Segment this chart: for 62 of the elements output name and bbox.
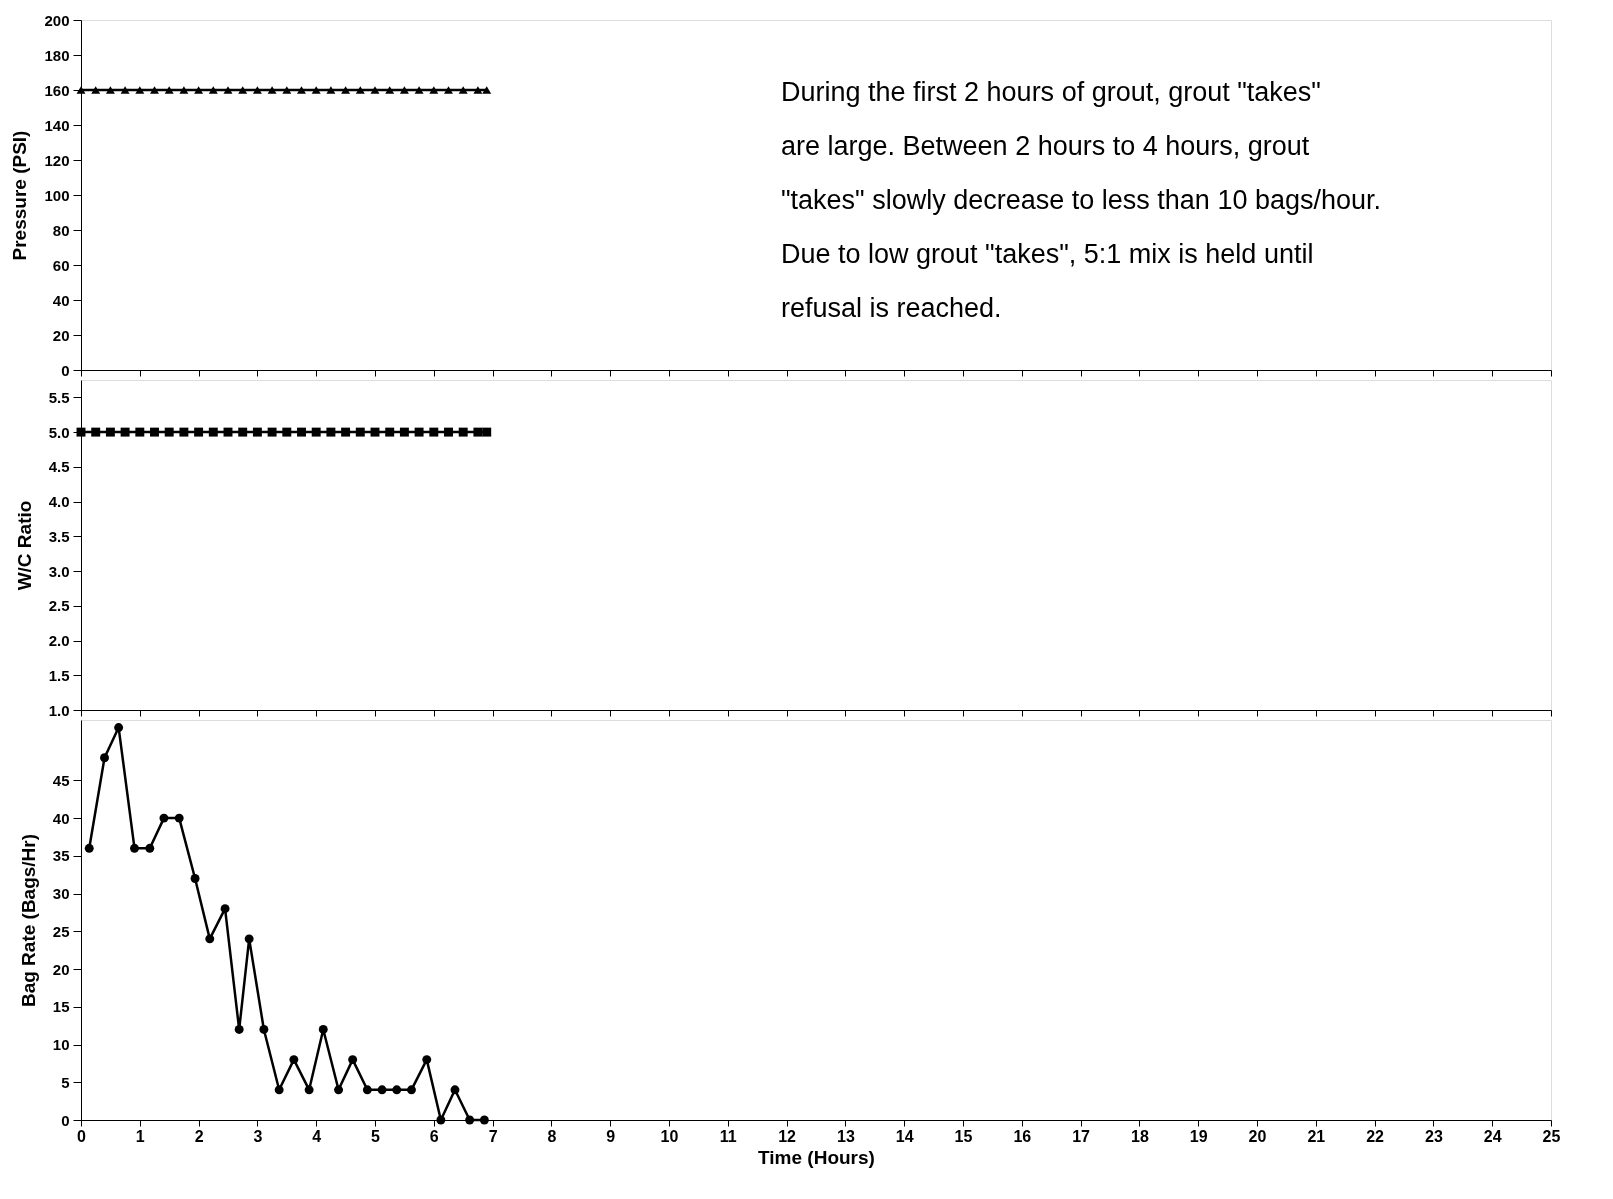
x-axis-title: Time (Hours): [758, 1146, 875, 1168]
y-tick-label: 40: [52, 809, 70, 827]
x-tick-label: 16: [1013, 1127, 1032, 1145]
y-tick-label: 60: [52, 256, 70, 274]
x-tick-label: 19: [1189, 1127, 1208, 1145]
x-tick-label: 17: [1072, 1127, 1091, 1145]
y-tick-label: 35: [52, 847, 70, 865]
y-axis-title: Bag Rate (Bags/Hr): [17, 833, 39, 1008]
x-tick-label: 14: [895, 1127, 914, 1145]
y-tick-label: 0: [61, 361, 70, 379]
x-tick-label: 10: [660, 1127, 679, 1145]
y-tick-label: 2.0: [48, 632, 70, 650]
x-tick-label: 1: [135, 1127, 145, 1145]
y-tick-label: 10: [52, 1036, 70, 1054]
y-tick-label: 200: [44, 11, 70, 29]
y-tick-label: 30: [52, 885, 70, 903]
y-tick-label: 20: [52, 326, 70, 344]
x-tick-label: 18: [1131, 1127, 1149, 1145]
y-tick-label: 40: [52, 291, 70, 309]
y-tick-label: 1.5: [48, 666, 70, 684]
x-tick-label: 13: [837, 1127, 855, 1145]
y-tick-label: 140: [44, 116, 70, 134]
y-tick-label: 100: [44, 186, 70, 204]
y-tick-label: 1.0: [48, 701, 70, 719]
x-tick-label: 9: [606, 1127, 616, 1145]
y-tick-label: 5: [61, 1073, 70, 1091]
x-tick-label: 21: [1307, 1127, 1326, 1145]
y-tick-label: 25: [52, 922, 70, 940]
y-tick-label: 3.5: [48, 527, 70, 545]
x-tick-label: 3: [253, 1127, 263, 1145]
x-tick-label: 6: [429, 1127, 439, 1145]
y-tick-label: 45: [52, 771, 70, 789]
y-tick-label: 3.0: [48, 562, 70, 580]
annotation: During the first 2 hours of grout, grout "takes" are large. Between 2 hours to 4 hours, grout "takes" slowly decrease to less than 10 bags/hour. Due to low grout "takes", 5:1 mix is held until refusal is reached.: [781, 77, 1382, 323]
y-axis-title: Pressure (PSI): [9, 130, 31, 261]
y-tick-label: 180: [44, 46, 70, 64]
y-tick-label: 80: [52, 221, 70, 239]
y-tick-label: 4.0: [48, 493, 70, 511]
x-tick-label: 11: [719, 1127, 737, 1145]
y-tick-label: 5.0: [48, 423, 70, 441]
x-tick-label: 5: [371, 1127, 381, 1145]
x-tick-label: 8: [547, 1127, 557, 1145]
y-tick-label: 15: [52, 998, 70, 1016]
x-tick-label: 23: [1425, 1127, 1443, 1145]
x-tick-label: 0: [77, 1127, 87, 1145]
x-tick-label: 25: [1542, 1127, 1561, 1145]
y-axis-title: W/C Ratio: [13, 500, 35, 591]
y-tick-label: 160: [44, 81, 70, 99]
x-tick-label: 12: [778, 1127, 797, 1145]
x-tick-label: 20: [1248, 1127, 1267, 1145]
x-tick-label: 15: [954, 1127, 973, 1145]
x-tick-label: 24: [1483, 1127, 1502, 1145]
x-tick-label: 4: [312, 1127, 322, 1145]
y-tick-label: 20: [52, 960, 70, 978]
y-tick-label: 120: [44, 151, 70, 169]
x-tick-label: 22: [1366, 1127, 1385, 1145]
y-tick-label: 0: [61, 1111, 70, 1129]
y-tick-label: 2.5: [48, 597, 70, 615]
y-tick-label: 5.5: [48, 388, 70, 406]
x-tick-label: 7: [488, 1127, 498, 1145]
y-tick-label: 4.5: [48, 458, 70, 476]
x-tick-label: 2: [194, 1127, 204, 1145]
